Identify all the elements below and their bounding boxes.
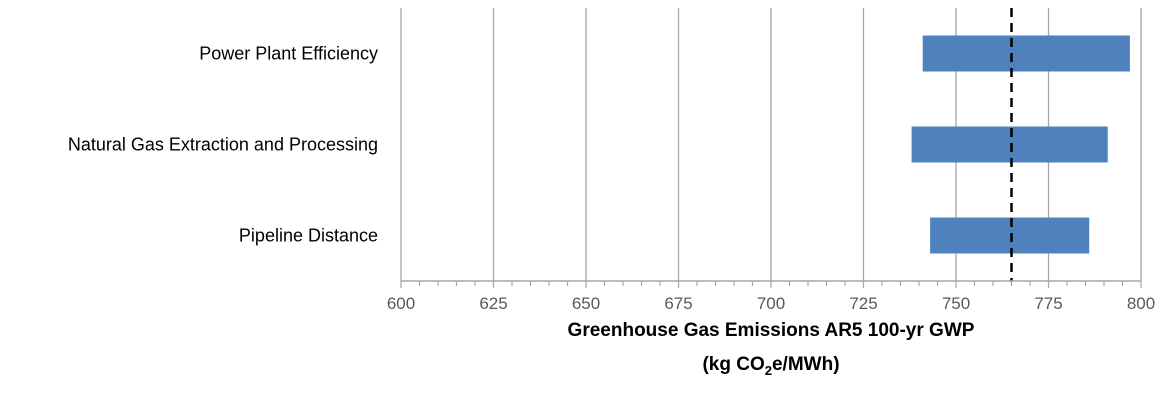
category-labels: Power Plant Efficiency Natural Gas Extrac… xyxy=(68,44,378,246)
x-tick-label-3: 675 xyxy=(664,294,692,313)
x-tick-label-2: 650 xyxy=(572,294,600,313)
x-tick-label-1: 625 xyxy=(479,294,507,313)
bar-1 xyxy=(911,126,1108,163)
x-tick-label-6: 750 xyxy=(942,294,970,313)
bar-2 xyxy=(930,217,1090,254)
x-tick-label-0: 600 xyxy=(387,294,415,313)
x-tick-label-4: 700 xyxy=(757,294,785,313)
bars xyxy=(911,35,1130,254)
x-axis-title-prefix: (kg CO xyxy=(702,354,764,375)
x-axis-title-line2: (kg CO2e/MWh) xyxy=(702,354,839,378)
x-tick-label-8: 800 xyxy=(1127,294,1155,313)
x-axis xyxy=(400,280,1142,288)
category-label-1: Natural Gas Extraction and Processing xyxy=(68,135,378,155)
x-axis-title-subscript: 2 xyxy=(765,363,772,378)
x-tick-label-7: 775 xyxy=(1034,294,1062,313)
bar-0 xyxy=(922,35,1130,72)
category-label-0: Power Plant Efficiency xyxy=(199,44,378,64)
x-axis-title-line1: Greenhouse Gas Emissions AR5 100-yr GWP xyxy=(568,320,975,341)
x-tick-labels: 600 625 650 675 700 725 750 775 800 xyxy=(387,294,1155,313)
x-tick-label-5: 725 xyxy=(849,294,877,313)
category-label-2: Pipeline Distance xyxy=(239,226,378,246)
x-axis-title-suffix: e/MWh) xyxy=(772,354,840,375)
